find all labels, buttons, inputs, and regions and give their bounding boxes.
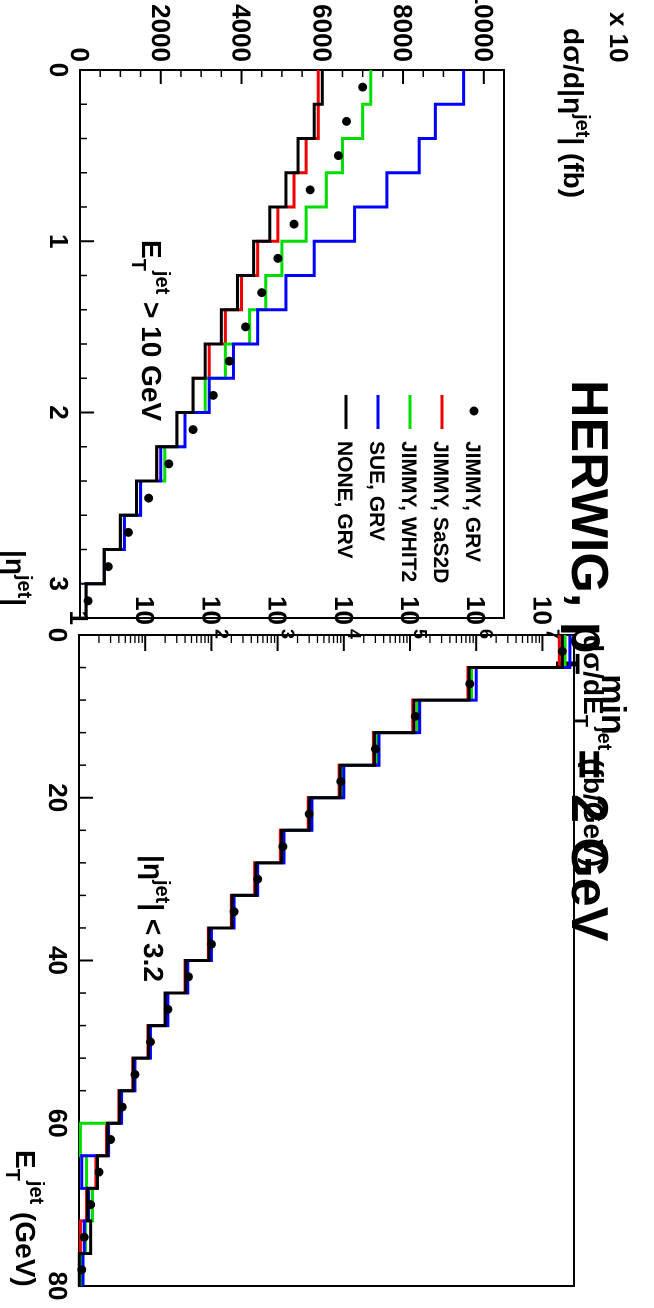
data-point [304,809,314,819]
data-point [164,459,174,469]
cut-label: |ηjet| < 3.2 [138,855,173,982]
data-point [77,1265,87,1275]
y-tick-label: 2000 [146,4,176,62]
chart-panel-et: 0 20 40 60 80 1 10 10 2 10 3 10 4 10 5 10 6 10 7 dσ/dETjet… [1,596,615,1300]
y-tick-label: 8000 [388,4,418,62]
y-tick-label: 0 [65,48,95,62]
data-point [305,185,315,195]
x-tick-label: 0 [44,63,74,77]
data-point [410,711,420,721]
exponent-label: x 10 [604,12,634,63]
data-point [206,939,216,949]
data-point [117,1102,127,1112]
x-tick-label: 1 [44,234,74,248]
x-tick-label: 20 [43,783,73,812]
y-tick-label: 10 [395,596,425,625]
data-point [342,116,352,126]
data-point [278,842,288,852]
data-point [273,253,283,263]
data-point [336,776,346,786]
data-point [144,493,154,503]
data-point [103,562,113,572]
data-point [370,744,380,754]
y-tick-exponent: 5 [410,629,430,639]
y-tick-label: 10 [263,596,293,625]
x-tick-label: 60 [43,1109,73,1138]
data-point [465,679,475,689]
data-point [289,219,299,229]
y-tick-label: 4000 [227,4,257,62]
data-point [224,356,234,366]
series-none-grv [84,70,324,618]
y-tick-label: 10 [196,596,226,625]
chart-panel-eta: 0 1 2 3 0 2000 4000 6000 8000 10000 x 10 dσ/d|ηje… [0,0,634,619]
x-tick-label: 0 [43,628,73,642]
y-axis-label: dσ/dETjet (fb/GeV) [569,635,615,867]
legend-label: SUE, GRV [365,441,388,541]
y-tick-exponent: 7 [542,629,562,639]
data-point [241,322,251,332]
data-point [229,907,239,917]
legend-marker [469,406,479,416]
x-tick-label: 80 [43,1272,73,1301]
y-axis-label: dσ/d|ηjet| (fb) [558,28,593,198]
x-axis-label: |ηjet| [0,550,35,606]
y-tick-label: 6000 [307,4,337,62]
data-point [145,1037,155,1047]
y-tick-label: 10 [329,596,359,625]
x-tick-label: 40 [43,946,73,975]
data-point [83,596,93,606]
y-tick-label: 10 [461,596,491,625]
y-tick-label: 10 [130,596,160,625]
data-point [358,82,368,92]
y-tick-label: 10 [527,596,557,625]
data-point [94,1167,104,1177]
y-tick-label: 10000 [469,0,499,62]
x-tick-label: 2 [44,405,74,419]
data-point [333,151,343,161]
data-point [86,1200,96,1210]
legend-label: JIMMY, SaS2D [429,441,452,583]
y-tick-exponent: 6 [476,629,496,639]
data-point [188,425,198,435]
legend-label: JIMMY, GRV [461,441,484,562]
data-point [163,1004,173,1014]
data-point [557,646,567,656]
y-tick-exponent: 2 [211,629,231,639]
data-point [208,390,218,400]
y-tick-exponent: 4 [344,629,364,639]
x-axis-label: ETjet (GeV) [1,1150,47,1287]
data-point [106,1135,116,1145]
x-tick-label: 3 [44,577,74,591]
cut-label: ETjet > 10 GeV [127,240,173,421]
data-point [257,288,267,298]
y-tick-exponent: 3 [278,629,298,639]
legend-label: JIMMY, WHIT2 [397,441,420,582]
legend-label: NONE, GRV [333,441,356,558]
legend: JIMMY, GRV JIMMY, SaS2D JIMMY, WHIT2 SUE, G… [333,395,484,583]
y-tick-label: 1 [64,611,94,625]
data-point [253,874,263,884]
data-point [79,1232,89,1242]
data-point [123,527,133,537]
data-point [130,1069,140,1079]
figure-title: HERWIG, pTmin = 2 GeV [548,380,632,942]
data-point [183,972,193,982]
